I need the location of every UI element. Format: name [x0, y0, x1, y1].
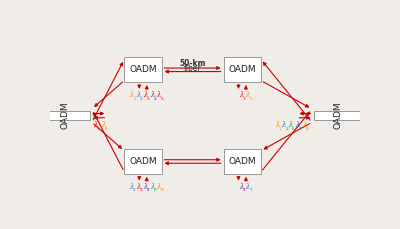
Text: 8: 8: [104, 126, 107, 131]
Text: λ: λ: [129, 183, 134, 191]
Text: OADM: OADM: [334, 102, 343, 129]
Text: 1: 1: [133, 97, 136, 101]
Text: λ: λ: [129, 91, 134, 99]
Text: λ: λ: [150, 183, 154, 191]
Text: λ: λ: [302, 121, 306, 129]
Text: 2: 2: [133, 188, 136, 192]
Text: 4: 4: [154, 97, 156, 101]
Text: OADM: OADM: [228, 157, 256, 166]
Text: 3: 3: [140, 188, 143, 192]
Text: λ: λ: [143, 183, 148, 191]
Text: λ: λ: [94, 121, 98, 129]
Text: OADM: OADM: [228, 65, 256, 74]
Text: OADM: OADM: [61, 102, 70, 129]
Text: 4: 4: [147, 188, 150, 192]
Text: 5: 5: [97, 126, 100, 131]
Text: λ: λ: [150, 91, 154, 99]
Text: λ: λ: [246, 91, 250, 99]
Text: 6: 6: [292, 126, 295, 131]
Text: λ: λ: [246, 183, 250, 191]
Text: 7: 7: [299, 126, 302, 131]
Text: λ: λ: [136, 91, 141, 99]
Text: λ: λ: [143, 91, 148, 99]
Text: 3: 3: [242, 97, 245, 101]
Text: 2: 2: [140, 97, 143, 101]
Text: 8: 8: [160, 188, 163, 192]
Text: λ: λ: [295, 121, 300, 129]
Text: 5: 5: [160, 97, 163, 101]
Bar: [124, 149, 162, 174]
Bar: [314, 111, 363, 120]
Text: λ: λ: [101, 121, 105, 129]
Bar: [224, 57, 261, 82]
Text: 4: 4: [242, 188, 245, 192]
Text: OADM: OADM: [129, 157, 157, 166]
Text: λ: λ: [239, 91, 243, 99]
Bar: [41, 111, 90, 120]
Text: λ: λ: [157, 91, 161, 99]
Text: 1: 1: [278, 126, 281, 131]
Text: 2: 2: [285, 126, 288, 131]
Text: OADM: OADM: [129, 65, 157, 74]
Text: 3: 3: [147, 97, 150, 101]
Text: λ: λ: [136, 183, 141, 191]
Bar: [124, 57, 162, 82]
Text: fiber: fiber: [184, 64, 202, 74]
Text: λ: λ: [282, 121, 286, 129]
Text: 50-km: 50-km: [179, 59, 206, 68]
Text: 8: 8: [306, 126, 308, 131]
Text: 7: 7: [249, 188, 252, 192]
Text: λ: λ: [157, 183, 161, 191]
Text: λ: λ: [288, 121, 293, 129]
Text: λ: λ: [275, 121, 279, 129]
Bar: [224, 149, 261, 174]
Text: 5: 5: [249, 97, 252, 101]
Text: 6: 6: [154, 188, 156, 192]
Text: λ: λ: [239, 183, 243, 191]
